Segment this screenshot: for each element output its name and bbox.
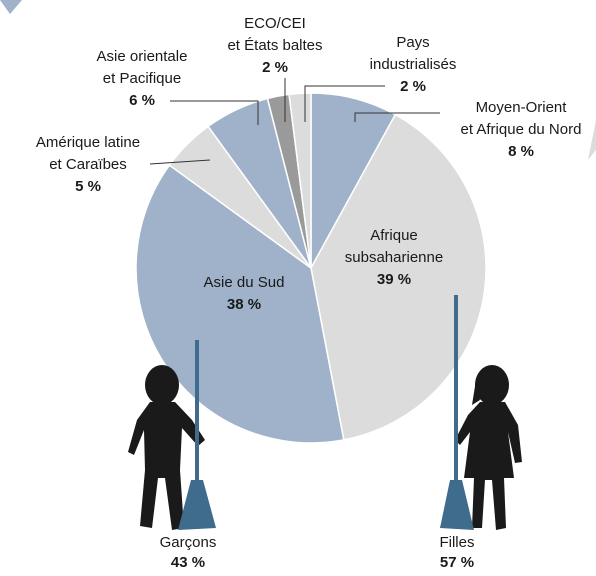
pie-slice xyxy=(310,113,487,441)
corner-decoration xyxy=(0,0,22,14)
slice-label: et Pacifique xyxy=(103,70,181,87)
slice-label: Asie du Sud xyxy=(204,274,285,291)
slice-value-label: 5 % xyxy=(75,178,101,195)
slice-value-label: 2 % xyxy=(262,59,288,76)
slice-value-label: 2 % xyxy=(400,78,426,95)
leader-line xyxy=(170,100,259,125)
slice-label: subsaharienne xyxy=(345,249,443,266)
slice-label: Amérique latine xyxy=(36,134,140,151)
slice-value-label: 38 % xyxy=(227,296,261,313)
edge-decoration xyxy=(588,120,596,160)
slice-label: industrialisés xyxy=(370,56,457,73)
pie-slice xyxy=(288,92,312,269)
slice-label: et Caraïbes xyxy=(49,156,127,173)
slice-label: Moyen-Orient xyxy=(476,99,568,116)
broom-head xyxy=(178,480,216,530)
slice-value-label: 8 % xyxy=(508,143,534,160)
pie-slice xyxy=(135,164,345,444)
figure-value: 57 % xyxy=(440,554,474,571)
slice-value-label: 6 % xyxy=(129,92,155,109)
pie xyxy=(135,92,487,444)
leader-line xyxy=(354,112,440,122)
boy-figure xyxy=(128,365,205,530)
slice-label: et Afrique du Nord xyxy=(461,121,582,138)
broom-head xyxy=(440,480,474,530)
girl-figure xyxy=(455,365,522,530)
leader-line xyxy=(304,85,385,122)
slice-label: ECO/CEI xyxy=(244,15,306,32)
labels: Moyen-Orient et Afrique du Nord 8 % Afrique… xyxy=(36,15,582,571)
figure-label: Garçons xyxy=(160,534,217,551)
slice-label: et États baltes xyxy=(227,37,322,54)
slice-label: Afrique xyxy=(370,227,418,244)
slice-value-label: 39 % xyxy=(377,271,411,288)
figures xyxy=(128,295,522,530)
slice-label: Pays xyxy=(396,34,429,51)
figure-value: 43 % xyxy=(171,554,205,571)
figure-label: Filles xyxy=(439,534,474,551)
leader-line xyxy=(149,159,211,165)
slice-label: Asie orientale xyxy=(97,48,188,65)
